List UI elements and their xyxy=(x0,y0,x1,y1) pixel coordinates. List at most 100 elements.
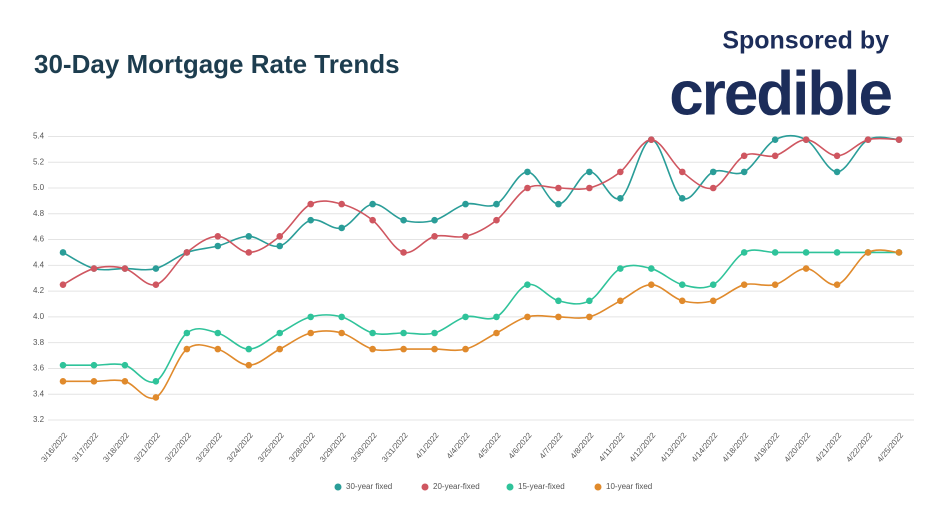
data-point xyxy=(833,249,841,256)
data-point xyxy=(802,265,810,272)
x-tick-label: 3/23/2022 xyxy=(194,430,224,463)
y-tick-label: 3.8 xyxy=(33,338,45,347)
data-point xyxy=(400,216,407,224)
y-tick-label: 3.6 xyxy=(33,364,45,373)
x-tick-label: 4/13/2022 xyxy=(659,430,689,463)
data-point xyxy=(152,281,160,288)
data-point xyxy=(771,249,779,256)
x-tick-label: 3/31/2022 xyxy=(380,430,410,463)
y-tick-label: 4.2 xyxy=(33,286,45,295)
data-point xyxy=(121,361,129,369)
data-point xyxy=(121,265,129,272)
data-point xyxy=(431,233,438,240)
data-point xyxy=(678,168,686,176)
x-tick-label: 4/14/2022 xyxy=(690,430,720,463)
data-point xyxy=(245,361,253,369)
data-point xyxy=(771,136,779,143)
series-line xyxy=(62,249,899,384)
legend-marker xyxy=(334,483,342,491)
y-tick-label: 5.4 xyxy=(33,132,45,141)
legend-label: 30-year fixed xyxy=(346,482,392,491)
data-point xyxy=(586,184,593,192)
data-point xyxy=(338,200,345,208)
x-tick-label: 3/21/2022 xyxy=(132,430,162,463)
data-point xyxy=(59,361,67,369)
y-tick-label: 4.0 xyxy=(33,312,45,321)
data-point xyxy=(586,168,593,176)
data-point xyxy=(524,281,531,288)
data-point xyxy=(709,297,717,305)
data-point xyxy=(802,136,810,143)
data-point xyxy=(709,168,717,176)
x-tick-label: 4/20/2022 xyxy=(782,430,812,463)
data-point xyxy=(555,313,562,321)
data-point xyxy=(462,200,469,208)
legend-marker xyxy=(506,483,514,491)
data-point xyxy=(183,329,191,337)
data-point xyxy=(400,329,407,337)
data-point xyxy=(493,200,500,208)
y-tick-label: 3.2 xyxy=(33,415,45,424)
data-point xyxy=(214,233,222,240)
data-point xyxy=(802,249,810,256)
data-point xyxy=(493,313,500,321)
data-point xyxy=(369,329,376,337)
data-point xyxy=(431,329,438,337)
data-point xyxy=(307,329,315,337)
data-point xyxy=(59,281,67,288)
data-point xyxy=(214,242,222,250)
data-point xyxy=(276,233,284,240)
data-point xyxy=(771,152,779,160)
data-point xyxy=(709,281,717,288)
data-point xyxy=(678,281,686,288)
y-tick-label: 5.0 xyxy=(33,183,45,192)
data-point xyxy=(183,345,191,353)
y-tick-label: 4.8 xyxy=(33,209,45,218)
data-point xyxy=(400,249,407,256)
data-point xyxy=(833,168,841,176)
data-point xyxy=(90,378,98,385)
series-line xyxy=(62,137,900,286)
x-tick-label: 4/18/2022 xyxy=(721,430,751,463)
brand-logo: credible xyxy=(669,59,891,128)
data-point xyxy=(586,313,593,321)
x-tick-label: 4/21/2022 xyxy=(813,430,843,463)
data-point xyxy=(276,242,284,250)
x-tick-label: 3/16/2022 xyxy=(39,430,69,463)
data-point xyxy=(338,329,345,337)
data-point xyxy=(833,281,841,288)
data-point xyxy=(369,200,376,208)
series-line xyxy=(63,249,900,400)
y-tick-label: 4.4 xyxy=(33,260,45,269)
x-tick-label: 3/22/2022 xyxy=(163,430,193,463)
data-point xyxy=(338,313,345,321)
legend-marker xyxy=(421,483,429,491)
data-point xyxy=(462,233,469,240)
chart-title: 30-Day Mortgage Rate Trends xyxy=(34,49,400,79)
legend-label: 15-year-fixed xyxy=(518,482,565,491)
x-tick-label: 3/30/2022 xyxy=(349,430,379,463)
data-point xyxy=(183,249,191,256)
data-point xyxy=(555,184,562,192)
data-point xyxy=(152,394,160,401)
data-point xyxy=(647,265,655,272)
data-point xyxy=(524,313,531,321)
data-point xyxy=(740,281,748,288)
x-tick-label: 3/24/2022 xyxy=(225,430,255,463)
data-point xyxy=(895,136,903,143)
data-point xyxy=(431,345,438,353)
data-point xyxy=(276,345,284,353)
data-point xyxy=(617,265,624,272)
data-point xyxy=(864,249,872,256)
data-point xyxy=(647,281,655,288)
x-tick-label: 4/7/2022 xyxy=(538,430,565,460)
data-point xyxy=(617,195,624,202)
x-tick-label: 4/12/2022 xyxy=(628,430,658,463)
data-point xyxy=(740,249,748,256)
data-point xyxy=(462,345,469,353)
data-point xyxy=(431,216,438,224)
legend-marker xyxy=(594,483,602,491)
data-point xyxy=(586,297,593,305)
data-point xyxy=(276,329,284,337)
